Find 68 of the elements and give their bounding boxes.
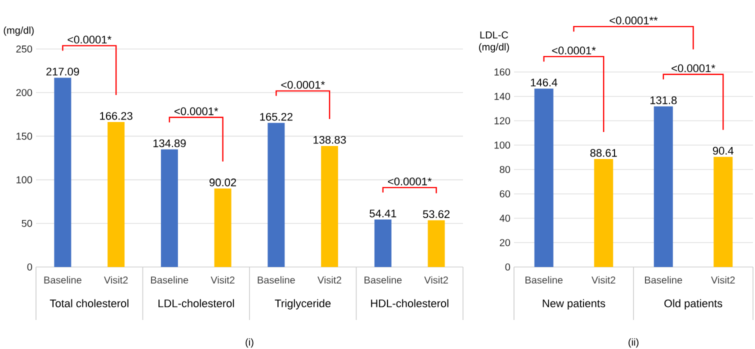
y-tick-label: 40 bbox=[500, 214, 510, 222]
data-label: 138.83 bbox=[314, 136, 346, 144]
y-tick-label: 160 bbox=[494, 68, 510, 76]
bar bbox=[654, 106, 673, 267]
bar bbox=[54, 78, 72, 267]
data-label: 131.8 bbox=[650, 96, 677, 104]
y-tick-label: 0 bbox=[27, 263, 32, 271]
x-tick-label: Old patients bbox=[664, 299, 722, 310]
bar bbox=[214, 188, 232, 267]
y-tick-label: 20 bbox=[500, 239, 510, 246]
y-tick-label: 0 bbox=[505, 263, 510, 271]
y-axis-title: LDL-C (mg/dl) bbox=[479, 31, 509, 52]
text: (i) bbox=[246, 338, 254, 348]
y-tick-label: 150 bbox=[16, 132, 32, 140]
bar bbox=[268, 122, 285, 267]
x-tick-label: LDL-cholesterol bbox=[158, 299, 234, 308]
y-tick-label: 80 bbox=[500, 166, 510, 174]
data-label: 88.61 bbox=[590, 149, 617, 157]
bar bbox=[534, 88, 554, 267]
text: Baseline bbox=[151, 276, 188, 284]
data-label: 165.22 bbox=[260, 112, 292, 121]
text: Baseline bbox=[258, 276, 295, 284]
annotation: <0.0001* bbox=[281, 80, 325, 89]
annotation: <0.0001* bbox=[672, 64, 716, 72]
bar bbox=[594, 159, 614, 267]
y-tick-label: 100 bbox=[16, 176, 32, 184]
x-tick-label: New patients bbox=[542, 299, 606, 310]
text: Visit2 bbox=[317, 276, 342, 284]
bar bbox=[321, 146, 338, 267]
y-axis-title: (mg/dl) bbox=[4, 26, 34, 36]
data-label: 217.09 bbox=[46, 68, 79, 76]
text: Visit2 bbox=[104, 276, 128, 284]
y-tick-label: 120 bbox=[494, 117, 510, 124]
data-label: 134.89 bbox=[153, 139, 186, 148]
bar bbox=[714, 156, 733, 267]
text: <0.0001** bbox=[610, 16, 658, 24]
y-tick-label: 50 bbox=[22, 220, 32, 227]
series-label: Visit2 bbox=[424, 276, 448, 284]
y-tick-label: 250 bbox=[16, 45, 32, 53]
bar bbox=[108, 122, 125, 267]
bar bbox=[374, 220, 392, 267]
x-tick-label: Triglyceride bbox=[274, 299, 331, 310]
series-label: Baseline bbox=[645, 276, 682, 284]
text: Baseline bbox=[364, 276, 402, 284]
data-label: 54.41 bbox=[370, 210, 396, 218]
x-tick-label: Total cholesterol bbox=[50, 299, 128, 308]
data-label: 166.23 bbox=[100, 112, 132, 120]
annotation: <0.0001* bbox=[174, 107, 218, 116]
y-tick-label: 140 bbox=[494, 92, 510, 100]
text: Baseline bbox=[526, 276, 563, 284]
data-label: 146.4 bbox=[530, 78, 558, 86]
y-tick-label: 100 bbox=[494, 142, 510, 149]
bar bbox=[428, 220, 445, 267]
data-label: 53.62 bbox=[422, 210, 450, 218]
series-label: Visit2 bbox=[592, 276, 616, 284]
y-tick-label: 200 bbox=[16, 89, 32, 96]
bar bbox=[160, 149, 178, 267]
y-tick-label: 60 bbox=[500, 190, 510, 198]
text: (ii) bbox=[628, 338, 638, 348]
text: Visit2 bbox=[210, 276, 234, 284]
series-label: Baseline bbox=[44, 276, 82, 284]
text: <0.0001* bbox=[68, 36, 112, 44]
text: Visit2 bbox=[711, 276, 735, 284]
data-label: 90.4 bbox=[712, 146, 734, 155]
data-label: 90.02 bbox=[210, 178, 236, 186]
text: <0.0001* bbox=[552, 46, 596, 54]
x-tick-label: HDL-cholesterol bbox=[371, 299, 448, 308]
annotation: <0.0001* bbox=[388, 178, 432, 186]
